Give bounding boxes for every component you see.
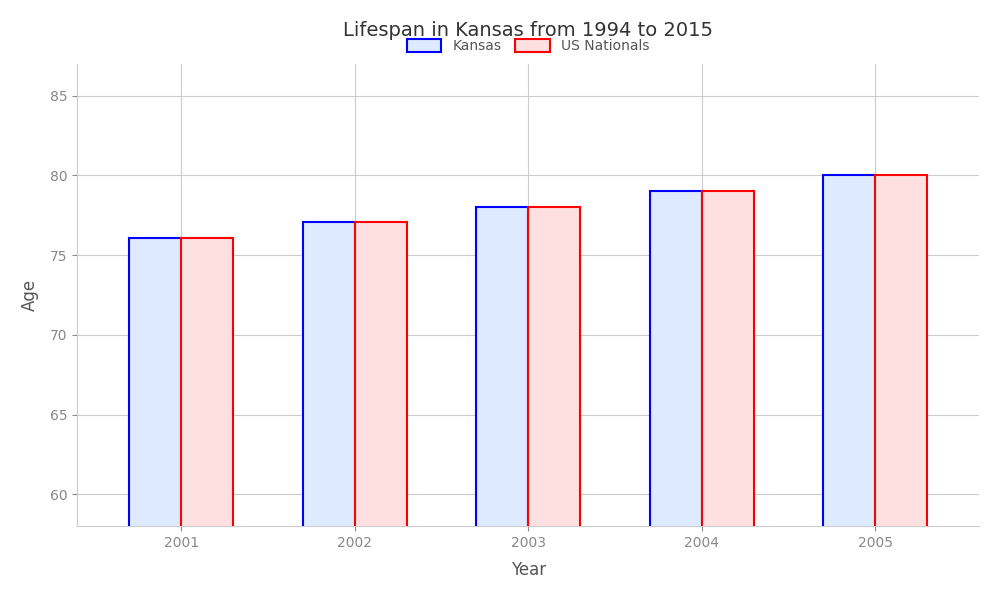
X-axis label: Year: Year bbox=[511, 561, 546, 579]
Bar bbox=[875, 175, 927, 600]
Bar bbox=[129, 238, 181, 600]
Bar bbox=[476, 207, 528, 600]
Bar bbox=[702, 191, 754, 600]
Y-axis label: Age: Age bbox=[21, 279, 39, 311]
Bar bbox=[823, 175, 875, 600]
Bar bbox=[650, 191, 702, 600]
Bar bbox=[355, 221, 407, 600]
Bar bbox=[528, 207, 580, 600]
Bar bbox=[181, 238, 233, 600]
Title: Lifespan in Kansas from 1994 to 2015: Lifespan in Kansas from 1994 to 2015 bbox=[343, 21, 713, 40]
Legend: Kansas, US Nationals: Kansas, US Nationals bbox=[401, 34, 655, 59]
Bar bbox=[303, 221, 355, 600]
